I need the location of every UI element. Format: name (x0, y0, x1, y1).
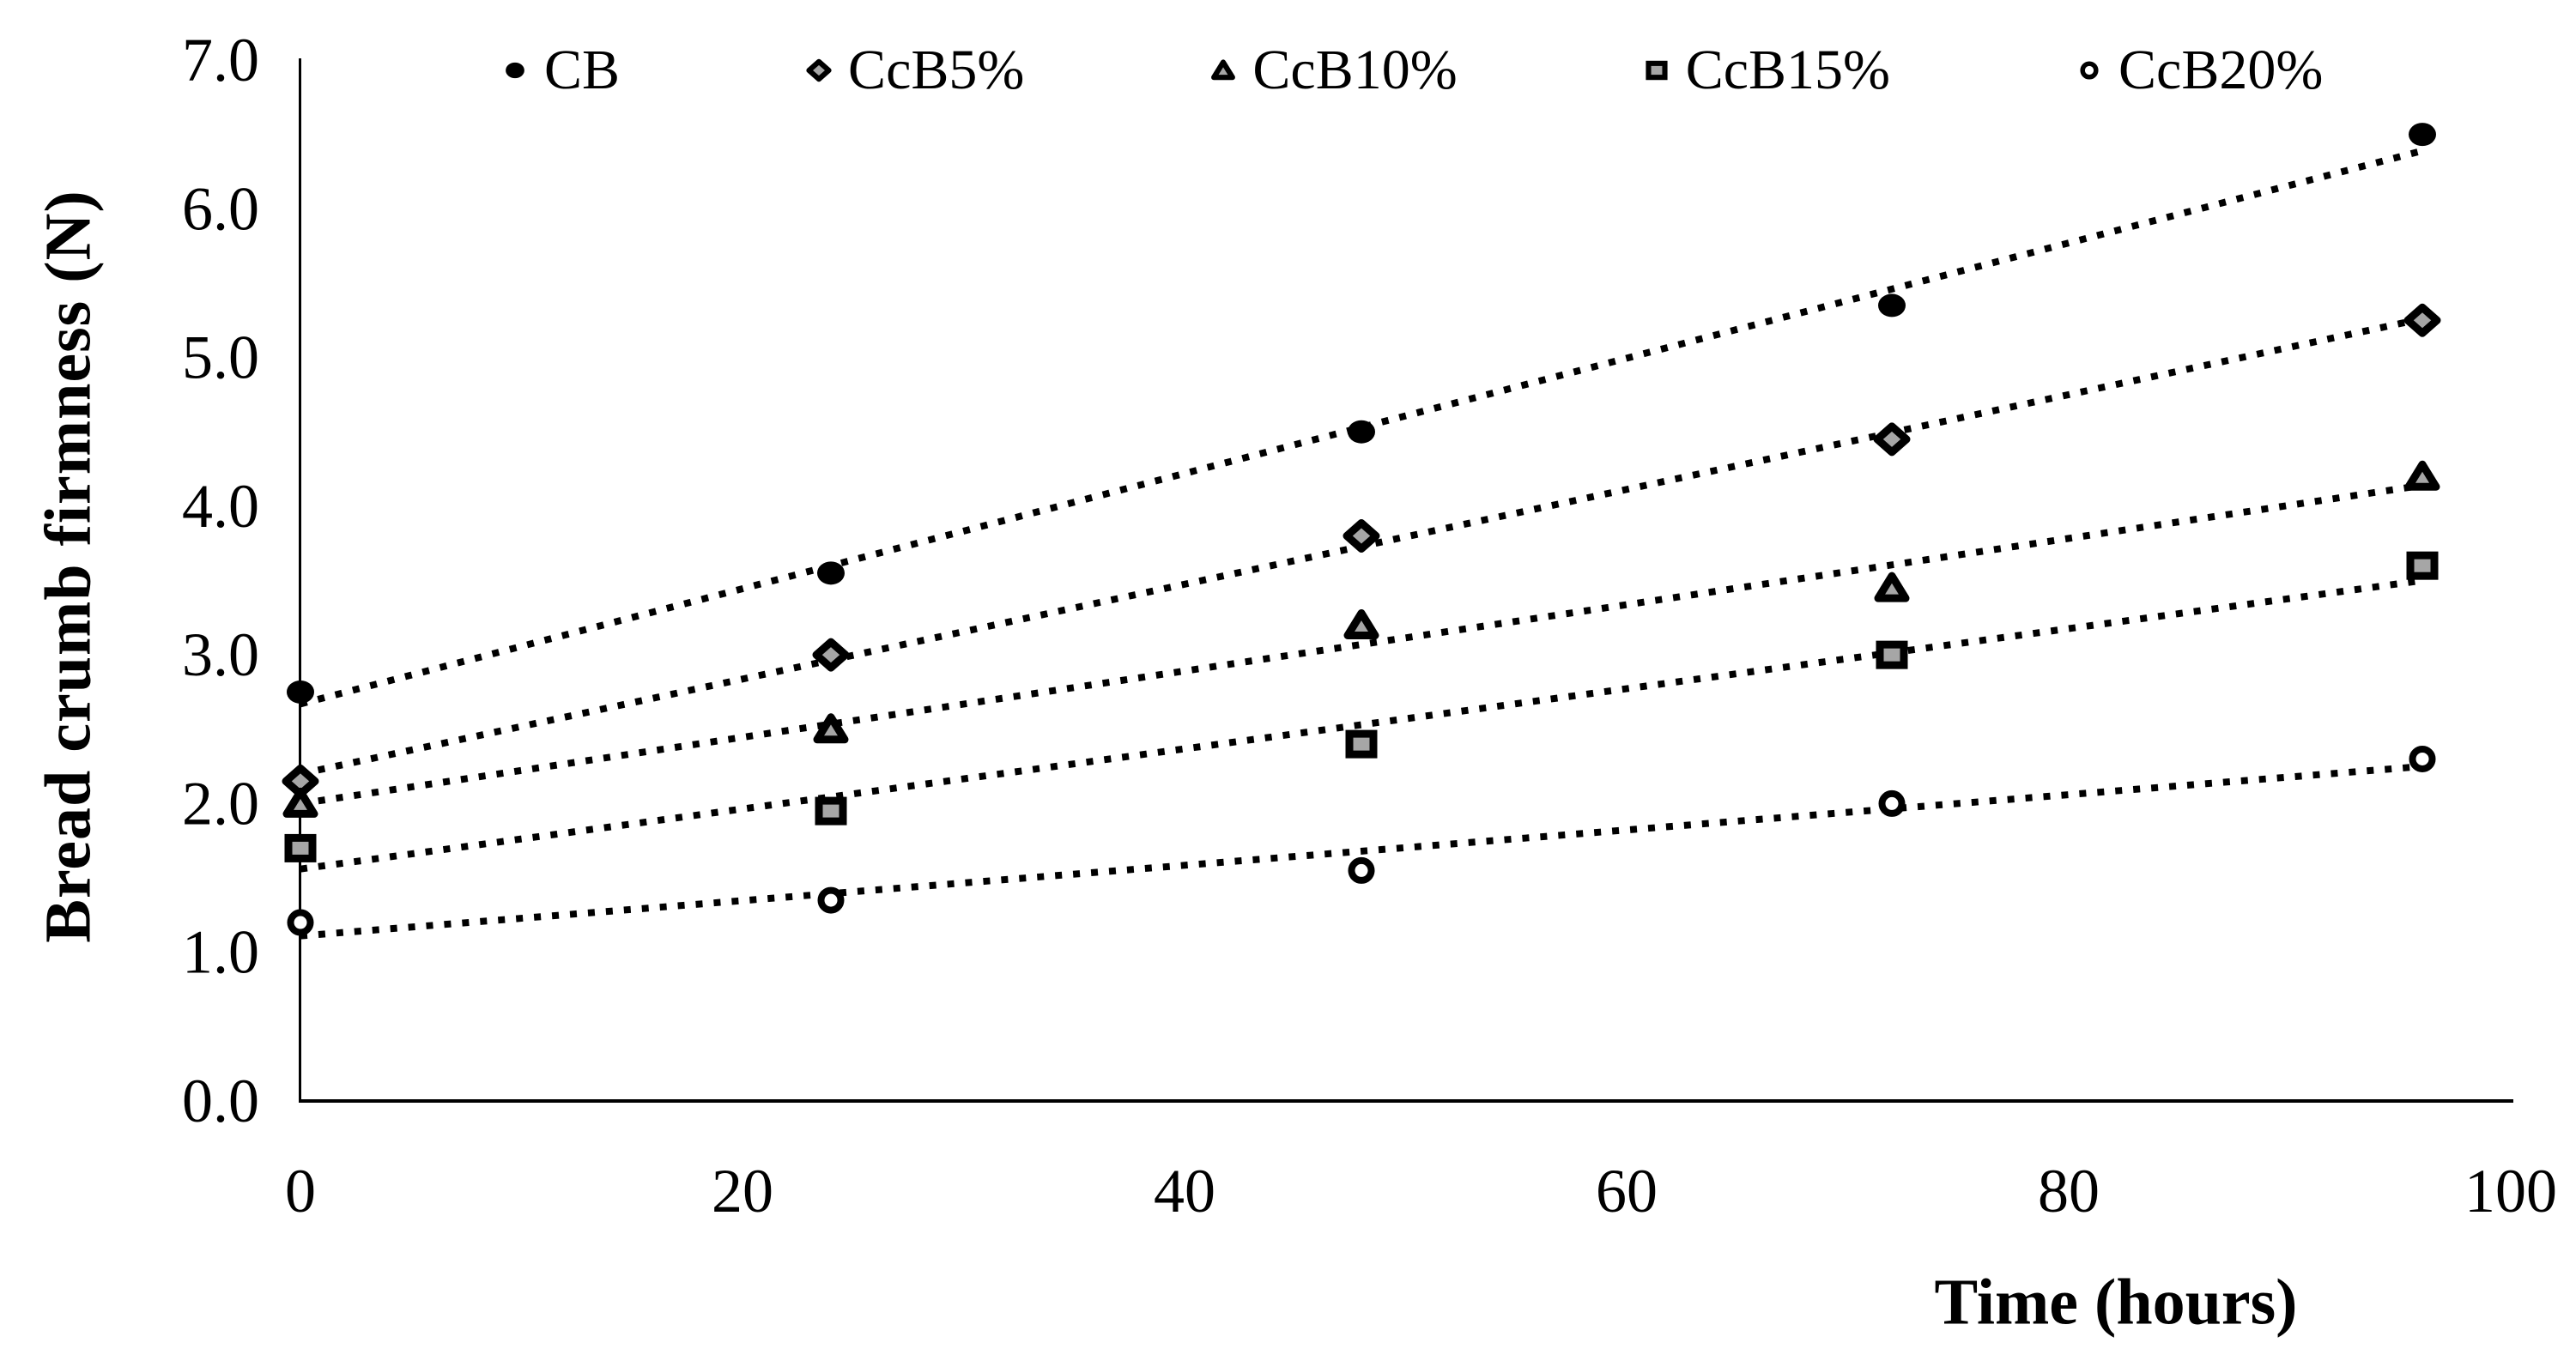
x-tick-label: 20 (712, 1157, 773, 1225)
square-legend-icon (1646, 60, 1668, 81)
legend-item-CcB15: CcB15% (1638, 42, 1890, 99)
legend-label: CcB15% (1685, 39, 1891, 101)
legend: CB CcB5% CcB10% CcB15% CcB20% (496, 42, 2323, 99)
data-point-marker (1345, 729, 1378, 759)
triangle-legend-icon (1211, 59, 1236, 81)
y-tick-label: 0.0 (182, 1067, 259, 1135)
legend-item-CB: CB (496, 42, 620, 99)
y-tick-label: 2.0 (182, 769, 259, 838)
data-point-marker (2406, 551, 2439, 580)
legend-label: CB (544, 39, 621, 101)
x-tick-label: 40 (1154, 1157, 1215, 1225)
y-tick-label: 3.0 (182, 620, 259, 689)
legend-label: CcB10% (1252, 39, 1458, 101)
y-tick-label: 1.0 (182, 918, 259, 987)
x-tick-label: 60 (1596, 1157, 1658, 1225)
data-point-marker (817, 561, 845, 585)
data-point-marker (812, 638, 850, 672)
data-point-marker (1646, 60, 1668, 81)
data-point-marker (1876, 640, 1908, 669)
y-tick-label: 4.0 (182, 472, 259, 541)
y-axis-title: Bread crumb firmness (N) (32, 190, 105, 943)
data-point-marker (1878, 293, 1906, 318)
data-point-marker (2403, 303, 2441, 337)
x-tick-label: 100 (2464, 1157, 2557, 1225)
data-point-marker (1348, 420, 1375, 444)
data-point-marker (506, 62, 524, 79)
x-tick-label: 80 (2038, 1157, 2100, 1225)
data-point-marker (287, 680, 314, 704)
data-point-marker (806, 58, 832, 82)
data-point-marker (1874, 572, 1910, 602)
x-tick-label: 0 (285, 1157, 316, 1225)
data-point-marker (1878, 789, 1906, 817)
data-point-marker (287, 909, 314, 936)
data-point-marker (2404, 460, 2440, 491)
legend-item-CcB10: CcB10% (1204, 39, 1458, 101)
x-axis-title: Time (hours) (1934, 1266, 2298, 1339)
data-point-marker (813, 713, 849, 744)
trendline-CB (299, 147, 2424, 708)
diamond-legend-icon (806, 58, 832, 82)
data-point-marker (282, 787, 318, 818)
y-tick-label: 6.0 (182, 174, 259, 243)
data-point-marker (815, 796, 847, 826)
legend-label: CcB5% (848, 39, 1025, 101)
open-circle-legend-icon (2080, 61, 2099, 80)
y-tick-label: 5.0 (182, 324, 259, 392)
data-point-marker (1343, 519, 1380, 553)
legend-item-CcB5: CcB5% (800, 42, 1024, 99)
data-point-marker (1873, 422, 1911, 457)
trendline-CcB10 (300, 481, 2423, 807)
data-point-marker (2409, 123, 2436, 147)
data-point-marker (284, 833, 317, 862)
legend-item-CcB20: CcB20% (2070, 42, 2323, 99)
data-point-marker (2409, 745, 2436, 772)
data-point-marker (2080, 61, 2099, 80)
data-point-marker (1211, 59, 1236, 81)
data-point-marker (1348, 856, 1375, 884)
trendline-CcB20 (300, 763, 2423, 940)
filled-circle-legend-icon (506, 62, 524, 79)
data-point-marker (1343, 608, 1379, 639)
legend-label: CcB20% (2118, 39, 2324, 101)
y-tick-label: 7.0 (182, 26, 259, 94)
data-point-marker (817, 886, 845, 914)
